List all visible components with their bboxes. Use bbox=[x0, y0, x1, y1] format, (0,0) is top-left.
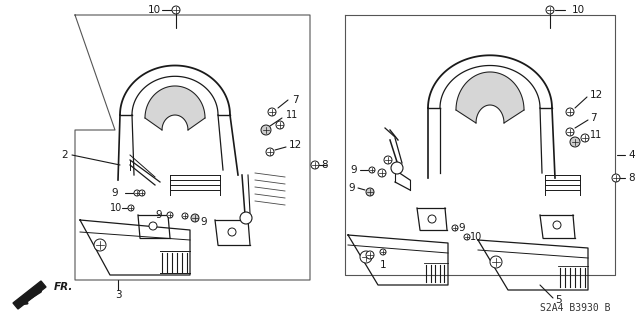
Circle shape bbox=[581, 134, 589, 142]
Circle shape bbox=[149, 222, 157, 230]
Circle shape bbox=[546, 6, 554, 14]
Circle shape bbox=[172, 6, 180, 14]
Circle shape bbox=[428, 215, 436, 223]
Text: 8: 8 bbox=[628, 173, 635, 183]
Circle shape bbox=[276, 121, 284, 129]
Polygon shape bbox=[13, 281, 46, 309]
Circle shape bbox=[464, 234, 470, 240]
Text: 10: 10 bbox=[109, 203, 122, 213]
Circle shape bbox=[452, 225, 458, 231]
Circle shape bbox=[380, 249, 386, 255]
Text: 7: 7 bbox=[292, 95, 299, 105]
Text: 7: 7 bbox=[590, 113, 596, 123]
Circle shape bbox=[139, 190, 145, 196]
Circle shape bbox=[360, 251, 372, 263]
Circle shape bbox=[128, 205, 134, 211]
Circle shape bbox=[566, 128, 574, 136]
Circle shape bbox=[167, 212, 173, 218]
Text: 10: 10 bbox=[572, 5, 585, 15]
Circle shape bbox=[366, 188, 374, 196]
Circle shape bbox=[570, 137, 580, 147]
Circle shape bbox=[134, 190, 140, 196]
Circle shape bbox=[366, 251, 374, 259]
Circle shape bbox=[612, 174, 620, 182]
Text: 5: 5 bbox=[555, 295, 562, 305]
Circle shape bbox=[240, 212, 252, 224]
Text: 12: 12 bbox=[289, 140, 302, 150]
Text: 9: 9 bbox=[111, 188, 118, 198]
Circle shape bbox=[369, 167, 375, 173]
Circle shape bbox=[266, 148, 274, 156]
Polygon shape bbox=[456, 72, 524, 123]
Text: 6: 6 bbox=[360, 252, 367, 262]
Text: S2A4 B3930 B: S2A4 B3930 B bbox=[540, 303, 611, 313]
Polygon shape bbox=[145, 86, 205, 130]
Text: 10: 10 bbox=[148, 5, 161, 15]
Circle shape bbox=[311, 161, 319, 169]
Circle shape bbox=[261, 125, 271, 135]
Text: 12: 12 bbox=[590, 90, 604, 100]
Circle shape bbox=[228, 228, 236, 236]
Circle shape bbox=[391, 162, 403, 174]
Text: 9: 9 bbox=[200, 217, 207, 227]
Text: 9: 9 bbox=[458, 223, 465, 233]
Circle shape bbox=[191, 214, 199, 222]
Text: 11: 11 bbox=[286, 110, 298, 120]
Text: 2: 2 bbox=[61, 150, 68, 160]
Circle shape bbox=[94, 239, 106, 251]
Text: 8: 8 bbox=[321, 160, 328, 170]
Circle shape bbox=[268, 108, 276, 116]
Text: 3: 3 bbox=[115, 290, 122, 300]
Text: 9: 9 bbox=[350, 165, 357, 175]
Circle shape bbox=[566, 108, 574, 116]
Text: 11: 11 bbox=[590, 130, 602, 140]
Circle shape bbox=[378, 169, 386, 177]
Circle shape bbox=[553, 221, 561, 229]
Text: 9: 9 bbox=[348, 183, 355, 193]
Circle shape bbox=[490, 256, 502, 268]
Text: 9: 9 bbox=[156, 210, 162, 220]
Text: 10: 10 bbox=[470, 232, 483, 242]
Circle shape bbox=[384, 156, 392, 164]
Circle shape bbox=[182, 213, 188, 219]
Text: 1: 1 bbox=[380, 260, 387, 270]
Text: 4: 4 bbox=[628, 150, 635, 160]
Text: FR.: FR. bbox=[54, 282, 74, 292]
